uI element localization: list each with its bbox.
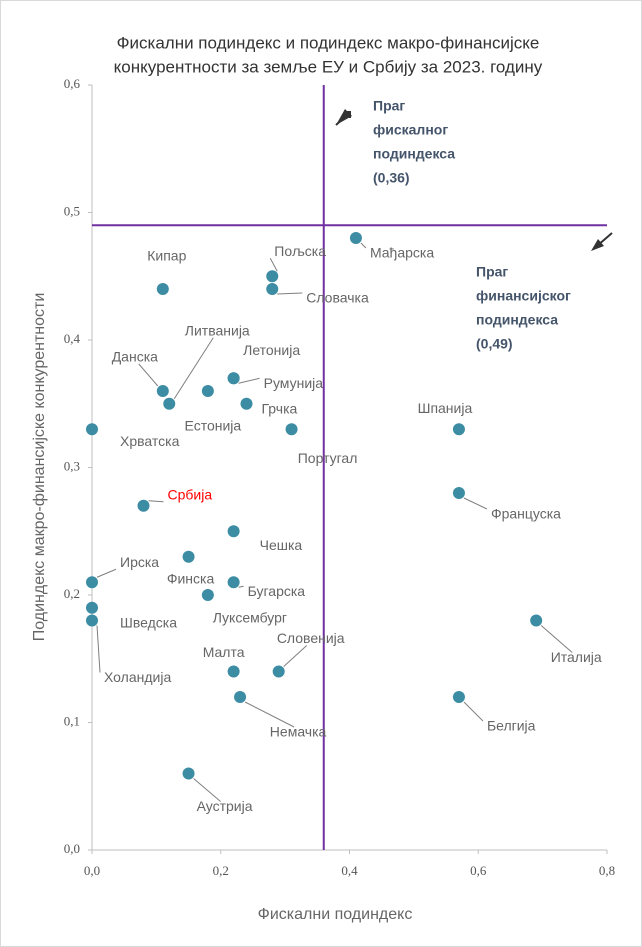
point-label: Финска <box>167 570 215 586</box>
point <box>266 283 279 295</box>
point-label: Холандија <box>104 669 171 685</box>
x-tick-label: 0,4 <box>341 863 358 878</box>
point-label: Словачка <box>306 290 369 306</box>
leader-line <box>238 585 244 588</box>
point-label: Португал <box>298 450 358 466</box>
y-tick-label: 0,0 <box>64 841 80 856</box>
threshold-annotation: фискалног <box>373 122 448 138</box>
point <box>156 385 169 397</box>
leader-line <box>269 258 278 272</box>
point-label: Србија <box>168 486 213 502</box>
point-label: Ирска <box>120 554 159 570</box>
point <box>156 283 169 295</box>
leader-line <box>96 625 101 673</box>
point-label: Немачка <box>270 724 327 740</box>
y-tick-label: 0,2 <box>64 586 80 601</box>
point-label: Луксембург <box>213 610 287 626</box>
threshold-annotation: подиндекса <box>476 312 558 328</box>
point-label: Летонија <box>243 342 300 358</box>
point-label: Малта <box>203 644 245 660</box>
leader-line <box>96 568 117 578</box>
y-tick-label: 0,4 <box>64 331 81 346</box>
point <box>137 499 150 512</box>
leader-line <box>463 497 488 510</box>
point-label: Естонија <box>185 418 242 434</box>
point-label: Румунија <box>264 375 324 391</box>
leader-line <box>148 500 164 503</box>
point <box>182 550 195 563</box>
point-label: Аустрија <box>197 798 253 814</box>
leader-line <box>463 701 484 722</box>
leader-line <box>193 778 221 802</box>
point <box>266 270 279 283</box>
leader-line <box>540 625 573 653</box>
y-tick-label: 0,1 <box>64 713 80 728</box>
threshold-annotation: финансијског <box>476 288 571 304</box>
point <box>272 665 285 678</box>
point-label: Белгија <box>487 718 536 734</box>
point <box>227 576 240 589</box>
point <box>86 423 98 436</box>
point <box>227 525 240 538</box>
point-label: Бугарска <box>248 583 306 599</box>
threshold-annotation: (0,36) <box>373 170 410 186</box>
point <box>86 576 98 589</box>
point-label: Шпанија <box>418 400 473 416</box>
y-tick-label: 0,3 <box>64 458 80 473</box>
point-label: Француска <box>491 506 561 522</box>
point-label: Грчка <box>262 400 298 416</box>
point <box>285 423 298 436</box>
point <box>530 614 543 627</box>
y-tick-label: 0,6 <box>64 76 81 91</box>
point-label: Пољска <box>274 243 326 259</box>
chart-title: конкурентности за земље ЕУ и Србију за 2… <box>114 57 543 76</box>
leader-line <box>283 645 308 667</box>
point <box>452 423 465 436</box>
threshold-annotation: подиндекса <box>373 146 455 162</box>
leader-line <box>244 701 295 728</box>
chart-title: Фискални подиндекс и подиндекс макро-фин… <box>117 33 540 52</box>
x-tick-label: 0,2 <box>213 863 229 878</box>
threshold-annotation: Праг <box>476 264 508 280</box>
y-tick-label: 0,5 <box>64 203 80 218</box>
point-label: Данска <box>112 349 158 365</box>
point <box>227 665 240 678</box>
point <box>163 397 176 410</box>
leader-line <box>277 292 303 295</box>
point <box>201 385 214 397</box>
x-tick-label: 0,8 <box>599 863 615 878</box>
leader-line <box>238 377 260 384</box>
point <box>240 397 253 410</box>
x-tick-label: 0,0 <box>84 863 100 878</box>
point <box>234 691 247 703</box>
point-label: Шведска <box>120 614 177 630</box>
point-label: Кипар <box>147 248 186 264</box>
y-axis-label: Подиндекс макро-финансијске конкурентнос… <box>31 293 48 642</box>
point-label: Хрватска <box>120 433 180 449</box>
arrow-head <box>336 109 352 125</box>
point-label: Мађарска <box>370 245 434 261</box>
point-label: Словенија <box>277 630 345 646</box>
arrow-head <box>591 239 604 251</box>
point <box>86 614 98 627</box>
leader-line <box>173 337 214 400</box>
point <box>227 372 240 385</box>
threshold-annotation: (0,49) <box>476 336 513 352</box>
leader-line <box>360 242 367 249</box>
point <box>182 767 195 780</box>
point <box>452 691 465 703</box>
leader-line <box>138 363 159 387</box>
point <box>452 487 465 499</box>
x-tick-label: 0,6 <box>470 863 487 878</box>
x-axis-label: Фискални подиндекс <box>258 906 413 923</box>
point-label: Литванија <box>185 322 250 338</box>
point-label: Италија <box>551 649 602 665</box>
point <box>86 601 98 614</box>
point <box>349 232 362 244</box>
threshold-annotation: Праг <box>373 98 405 114</box>
point <box>201 589 214 601</box>
point-label: Чешка <box>260 537 303 553</box>
